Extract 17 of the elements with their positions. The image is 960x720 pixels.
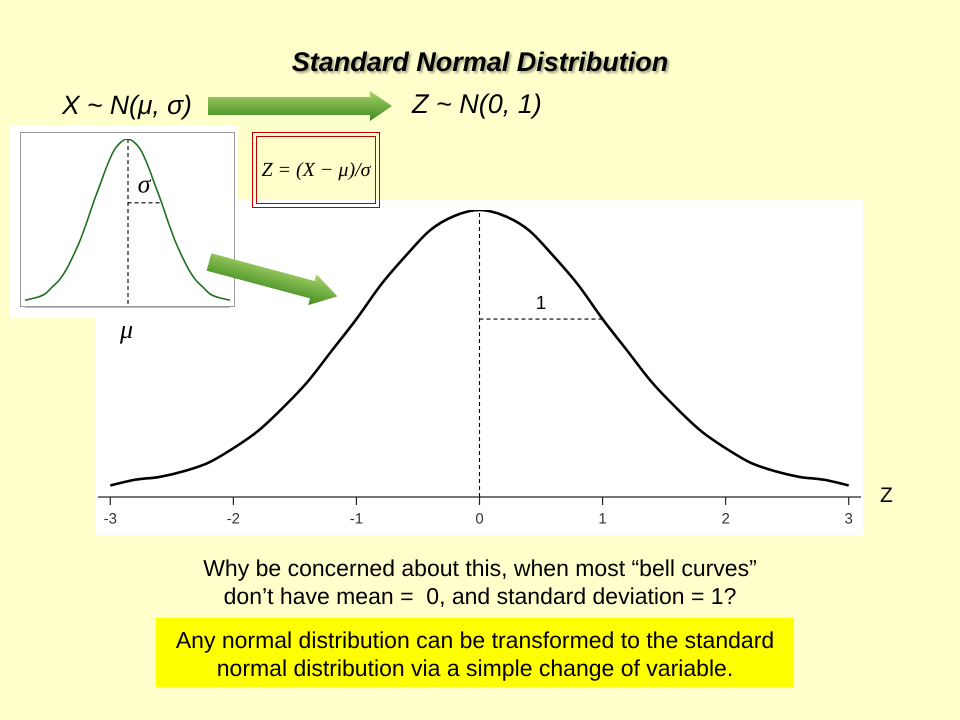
annotation: μ bbox=[120, 315, 134, 344]
text: Why be concerned about this, when most “bell curves” don’t have mean = 0, and standard deviation = 1? bbox=[202, 554, 758, 610]
chart-title: Standard Normal Distribution bbox=[290, 47, 670, 78]
text: Z ~ N(0, 1) bbox=[412, 89, 542, 120]
x-axis-title: Z bbox=[880, 484, 893, 508]
x-tick-label: -3 bbox=[104, 510, 117, 528]
text: Any normal distribution can be transformed to the standard normal distribution via a simple change of variable. bbox=[156, 618, 794, 687]
x-tick-label: 2 bbox=[721, 510, 730, 528]
text: X ~ N(μ, σ) bbox=[62, 90, 192, 121]
series-label: σ bbox=[138, 169, 150, 199]
text: Z = (X − μ)/σ bbox=[256, 136, 376, 204]
x-tick-label: -2 bbox=[226, 510, 240, 528]
x-tick-label: -1 bbox=[350, 510, 364, 528]
series-label: 1 bbox=[536, 293, 546, 316]
x-tick-label: 3 bbox=[844, 510, 853, 528]
x-tick-label: 0 bbox=[475, 510, 484, 528]
x-tick-label: 1 bbox=[598, 510, 607, 528]
